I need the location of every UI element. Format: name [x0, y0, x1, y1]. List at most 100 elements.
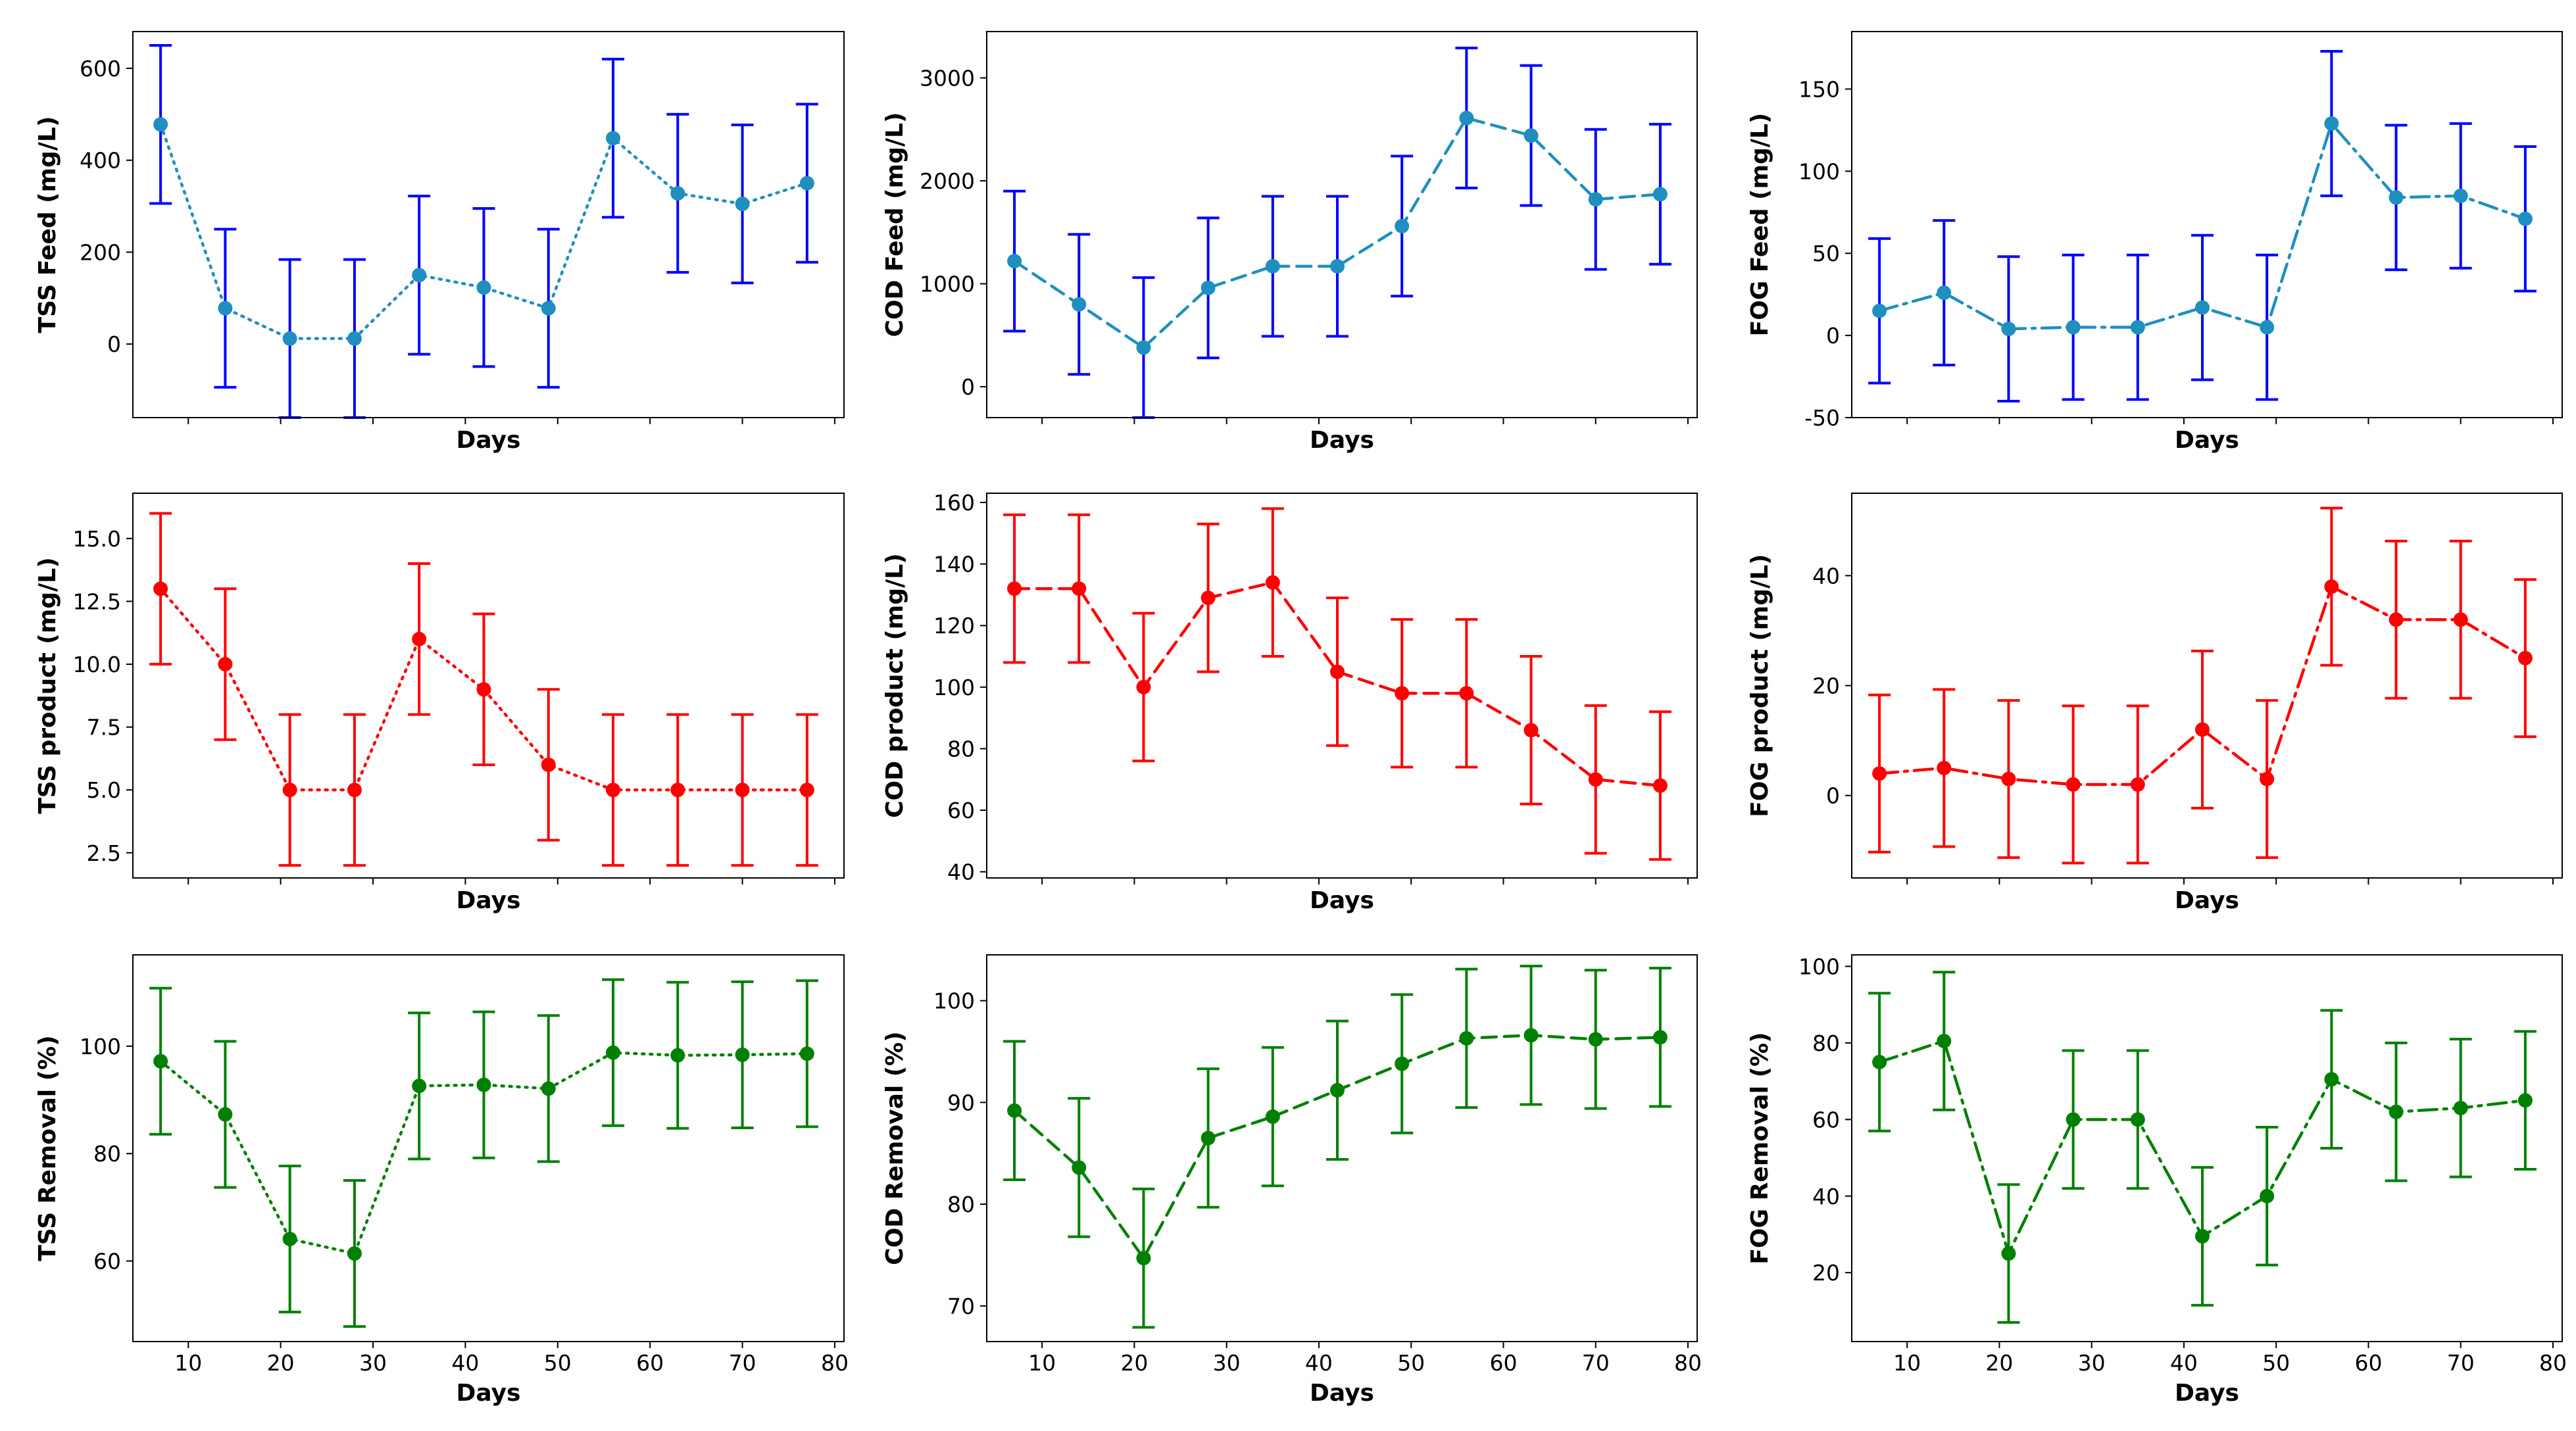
- x-tick-label: 50: [544, 1350, 572, 1376]
- data-point: [2453, 1100, 2468, 1115]
- data-point: [541, 757, 556, 772]
- subplot-fog-feed: -50 0 50 100 150 Days FOG Feed (mg/L): [1746, 31, 2563, 454]
- data-point: [1395, 218, 1410, 233]
- data-point: [670, 783, 685, 798]
- data-point: [2517, 211, 2533, 226]
- data-point: [1588, 772, 1603, 787]
- y-axis-label: TSS Removal (%): [34, 1035, 61, 1261]
- y-tick-label: 12.5: [73, 589, 121, 614]
- data-point: [606, 1045, 621, 1060]
- data-point: [1265, 1109, 1280, 1125]
- y-tick-label: 60: [1812, 1107, 1840, 1132]
- y-tick-label: 1000: [920, 272, 975, 297]
- data-point: [2260, 320, 2275, 335]
- axes-frame: [986, 954, 1698, 1342]
- x-tick-label: 60: [636, 1350, 664, 1376]
- data-point: [153, 581, 168, 596]
- data-point: [2260, 1188, 2275, 1203]
- y-axis-label: TSS product (mg/L): [34, 557, 61, 813]
- data-point: [2001, 771, 2016, 787]
- x-axis-label: Days: [2175, 887, 2239, 914]
- axes-frame: [1851, 31, 2563, 418]
- data-point: [1395, 686, 1410, 701]
- data-point: [1265, 575, 1280, 590]
- subplot-cod-removal: 10 20 30 40 50 60 70 80 70 80 90 100 Days COD Removal…: [881, 954, 1702, 1407]
- data-point: [1652, 187, 1668, 202]
- data-point: [412, 1079, 427, 1094]
- y-tick-label: 10.0: [73, 652, 121, 677]
- y-tick-label: 40: [947, 860, 975, 885]
- y-tick-label: 15.0: [73, 526, 121, 552]
- y-tick-label: -50: [1804, 405, 1840, 431]
- data-point: [1937, 285, 1952, 301]
- x-tick-label: 70: [729, 1350, 756, 1376]
- subplot-fog-product: 0 20 40 Days FOG product (mg/L): [1746, 493, 2563, 914]
- data-point: [1872, 303, 1887, 318]
- axes-frame: [132, 954, 845, 1342]
- data-point: [412, 631, 427, 646]
- data-point: [2453, 188, 2468, 203]
- data-point: [476, 280, 491, 295]
- x-tick-label: 40: [451, 1350, 479, 1376]
- data-point: [2001, 322, 2016, 337]
- data-point: [153, 1054, 168, 1069]
- data-point: [1588, 192, 1603, 207]
- y-tick-label: 60: [947, 798, 975, 823]
- y-tick-label: 60: [93, 1249, 121, 1274]
- series-line: [159, 1051, 809, 1255]
- data-point: [347, 331, 362, 346]
- subplot-tss-product: 2.5 5.0 7.5 10.0 12.5 15.0 Days TSS product (mg…: [34, 493, 845, 914]
- data-point: [735, 1047, 750, 1062]
- y-tick-label: 70: [947, 1294, 975, 1319]
- x-tick-label: 70: [2447, 1350, 2475, 1376]
- data-point: [2130, 777, 2145, 792]
- x-axis-label: Days: [2175, 427, 2239, 454]
- data-point: [2130, 1112, 2145, 1127]
- data-point: [1072, 1160, 1087, 1175]
- data-point: [2517, 650, 2533, 666]
- y-axis-label: TSS Feed (mg/L): [34, 116, 61, 333]
- x-tick-label: 50: [2262, 1350, 2290, 1376]
- x-tick-label: 70: [1582, 1350, 1610, 1376]
- data-point: [799, 176, 814, 191]
- data-point: [1937, 1033, 1952, 1048]
- data-point: [1459, 686, 1474, 701]
- y-tick-label: 400: [80, 148, 121, 174]
- data-point: [2324, 1072, 2339, 1087]
- data-point: [476, 1077, 491, 1092]
- x-tick-label: 20: [267, 1350, 295, 1376]
- data-point: [1329, 1082, 1345, 1098]
- axes-frame: [986, 31, 1698, 418]
- data-point: [282, 331, 297, 346]
- y-tick-label: 200: [80, 239, 121, 265]
- x-tick-label: 30: [2078, 1350, 2106, 1376]
- data-point: [1872, 1055, 1887, 1070]
- y-tick-label: 160: [933, 490, 975, 516]
- x-tick-label: 40: [2170, 1350, 2198, 1376]
- y-tick-label: 140: [933, 552, 975, 577]
- x-tick-label: 10: [174, 1350, 202, 1376]
- data-point: [412, 268, 427, 283]
- data-point: [670, 1048, 685, 1063]
- data-point: [1523, 723, 1539, 738]
- data-point: [1872, 766, 1887, 781]
- y-tick-label: 0: [107, 331, 121, 357]
- data-point: [1201, 1130, 1216, 1146]
- x-axis-label: Days: [457, 887, 521, 914]
- subplot-tss-removal: 10 20 30 40 50 60 70 80 60 80 100 Days TSS Removal (…: [34, 954, 849, 1407]
- data-point: [1136, 679, 1151, 694]
- data-point: [1201, 280, 1216, 295]
- data-point: [1652, 778, 1668, 793]
- x-tick-label: 20: [1985, 1350, 2013, 1376]
- x-axis-label: Days: [2175, 1380, 2239, 1407]
- data-point: [1329, 664, 1345, 679]
- data-point: [1588, 1032, 1603, 1047]
- y-axis-label: COD Removal (%): [881, 1031, 908, 1265]
- data-point: [1459, 110, 1474, 126]
- data-point: [2389, 190, 2404, 205]
- data-point: [2001, 1246, 2016, 1261]
- axes-frame: [132, 31, 845, 418]
- x-tick-label: 10: [1028, 1350, 1056, 1376]
- y-tick-label: 7.5: [87, 715, 121, 740]
- axes-frame: [1851, 493, 2563, 879]
